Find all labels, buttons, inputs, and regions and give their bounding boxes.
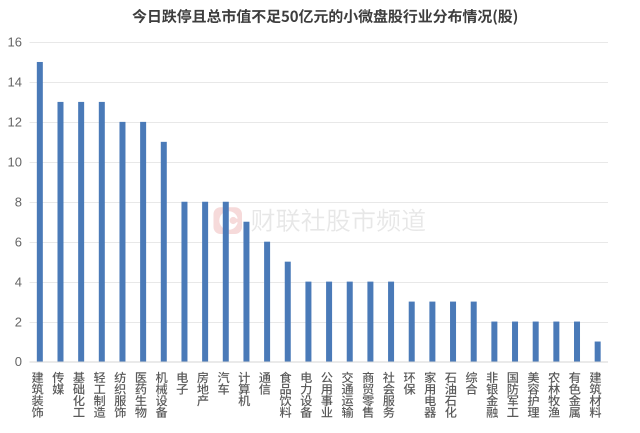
svg-text:4: 4 [15,274,22,289]
svg-text:6: 6 [15,234,22,249]
svg-text:10: 10 [8,155,22,170]
svg-text:2: 2 [15,314,22,329]
svg-text:8: 8 [15,194,22,209]
svg-text:0: 0 [15,354,22,369]
svg-text:14: 14 [8,75,22,90]
svg-text:12: 12 [8,115,22,130]
svg-text:16: 16 [8,35,22,50]
